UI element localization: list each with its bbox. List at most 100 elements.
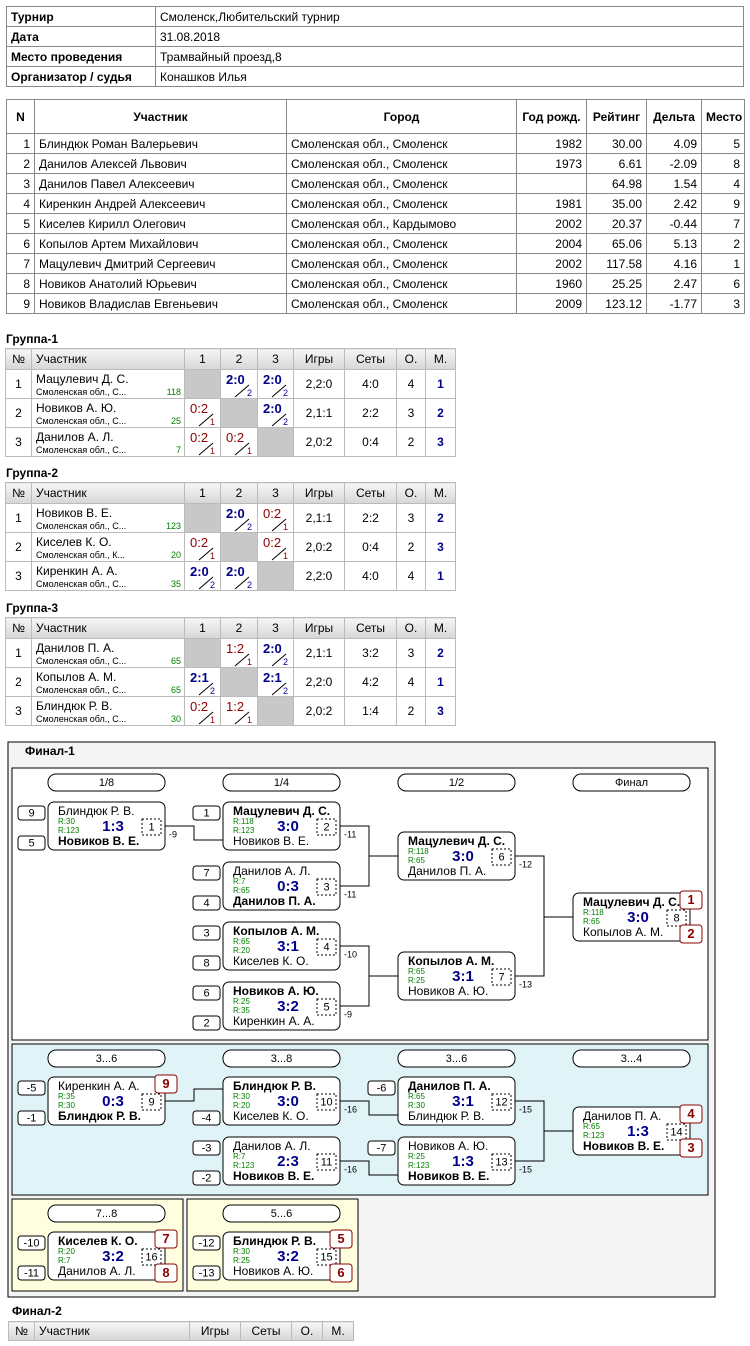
sets: 2:2 — [344, 398, 397, 428]
seed-box — [17, 1235, 46, 1251]
player-rating: R:30 — [58, 1101, 75, 1110]
player-city: Смоленская обл., С... — [36, 714, 127, 724]
player-rating: R:35 — [233, 1006, 250, 1015]
loser-destination: -16 — [344, 1164, 357, 1174]
participant-cell: Новиков Анатолий Юрьевич — [34, 273, 287, 294]
match-number-box — [666, 909, 687, 927]
diagonal — [234, 518, 250, 532]
score-cell: 0:2 1 — [257, 532, 294, 562]
round-pill — [222, 773, 341, 792]
connector — [165, 825, 223, 841]
participant-cell: 7 — [701, 213, 745, 234]
player-rating: R:30 — [233, 1247, 250, 1256]
participant-cell: 2009 — [516, 293, 587, 314]
seed-box — [192, 1170, 221, 1186]
match-number: 5 — [323, 1001, 329, 1013]
score-cell: 0:2 1 — [184, 696, 221, 726]
participant-cell: 4 — [701, 173, 745, 194]
player-name: Данилов П. А. — [408, 1079, 491, 1093]
diagonal — [271, 653, 287, 667]
participant-cell: 5.13 — [646, 233, 702, 254]
round-pill — [222, 1204, 341, 1223]
participant-cell: Смоленская обл., Смоленск — [286, 193, 517, 214]
self-cell — [220, 667, 258, 697]
player-city: Смоленская обл., С... — [36, 387, 127, 397]
points: 2 — [396, 696, 426, 726]
score: 0:2 — [263, 535, 282, 550]
score-points: 2 — [209, 580, 215, 590]
round-pill — [397, 1049, 516, 1068]
games: 2,1:1 — [293, 503, 345, 533]
player-name: Данилов А. Л. — [36, 430, 114, 444]
seed: -3 — [202, 1142, 212, 1154]
seed-box — [192, 925, 221, 941]
player-name: Киселев К. О. — [58, 1234, 138, 1248]
participant-cell: 123.12 — [586, 293, 647, 314]
participants-table: N Участник Город Год рожд. Рейтинг Дельта Мест… — [6, 99, 745, 314]
player-rating: 118 — [166, 387, 181, 397]
header-row: № Участник 1 2 3 Игры Сеты О. М. — [5, 617, 456, 639]
match-score: 3:1 — [452, 968, 474, 985]
score-points: 1 — [209, 446, 215, 456]
group-title: Группа-3 — [6, 601, 59, 615]
participant-row: 6 Копылов Артем Михайлович Смоленская обл.… — [6, 233, 745, 254]
score-cell: 2:0 2 — [257, 398, 294, 428]
player-rating: R:65 — [408, 1092, 425, 1101]
participant-cell: 3 — [6, 173, 35, 194]
row-number: 1 — [5, 638, 32, 668]
seed-box — [192, 1265, 221, 1281]
diagonal — [198, 547, 214, 561]
seed: 6 — [203, 987, 209, 999]
participant-cell: 65.06 — [586, 233, 647, 254]
round-pill — [47, 1204, 166, 1223]
participant-cell: 25.25 — [586, 273, 647, 294]
player-rating: R:25 — [408, 976, 425, 985]
sets: 0:4 — [344, 532, 397, 562]
match-score: 0:3 — [102, 1093, 124, 1110]
connector — [340, 1100, 398, 1116]
final2-table: № Участник Игры Сеты О. М. — [8, 1321, 354, 1341]
score-points: 1 — [209, 551, 215, 561]
info-value: Смоленск,Любительский турнир — [155, 6, 744, 27]
participant-cell: 20.37 — [586, 213, 647, 234]
participant-row: 7 Мацулевич Дмитрий Сергеевич Смоленская о… — [6, 253, 745, 274]
match-number: 8 — [673, 912, 679, 924]
diagonal — [271, 547, 287, 561]
participant-cell: 35.00 — [586, 193, 647, 214]
participant-cell: -0.44 — [646, 213, 702, 234]
seed: 9 — [28, 807, 34, 819]
player-cell: Новиков В. Е. Смоленская обл., С... 123 — [31, 503, 185, 533]
participant-row: 4 Киренкин Андрей Алексеевич Смоленская об… — [6, 193, 745, 214]
player-name: Новиков А. Ю. — [408, 1139, 488, 1153]
self-cell — [257, 696, 294, 726]
participant-cell: 1973 — [516, 153, 587, 174]
player-rating: R:30 — [58, 817, 75, 826]
loser-destination: -11 — [344, 829, 356, 839]
score: 0:2 — [190, 401, 209, 416]
match-box — [397, 951, 516, 1001]
match-number-box — [316, 878, 337, 896]
place: 9 — [162, 1076, 169, 1091]
games: 2,0:2 — [293, 427, 345, 457]
match-score: 3:1 — [452, 1093, 474, 1110]
score-points: 1 — [282, 522, 288, 532]
match-number: 12 — [495, 1096, 507, 1108]
match-score: 3:2 — [102, 1248, 124, 1265]
diagonal — [234, 442, 250, 456]
group-title: Группа-1 — [6, 332, 59, 346]
match-number-box — [491, 848, 512, 866]
seed-box — [367, 1140, 396, 1156]
participant-cell: 2.47 — [646, 273, 702, 294]
player-name: Новиков В. Е. — [583, 1139, 664, 1153]
score-points: 1 — [209, 715, 215, 725]
participant-cell: 64.98 — [586, 173, 647, 194]
score: 0:2 — [190, 535, 209, 550]
score-cell: 0:2 1 — [257, 503, 294, 533]
match-box — [222, 1231, 341, 1281]
group-row: 3 Блиндюк Р. В. Смоленская обл., С... 30 0:2… — [5, 696, 456, 726]
info-row: Турнир Смоленск,Любительский турнир — [6, 6, 744, 27]
score-points: 2 — [282, 686, 288, 696]
header-cell: Город — [286, 99, 517, 134]
match-number-box — [666, 1123, 687, 1141]
score-cell: 2:0 2 — [220, 561, 258, 591]
